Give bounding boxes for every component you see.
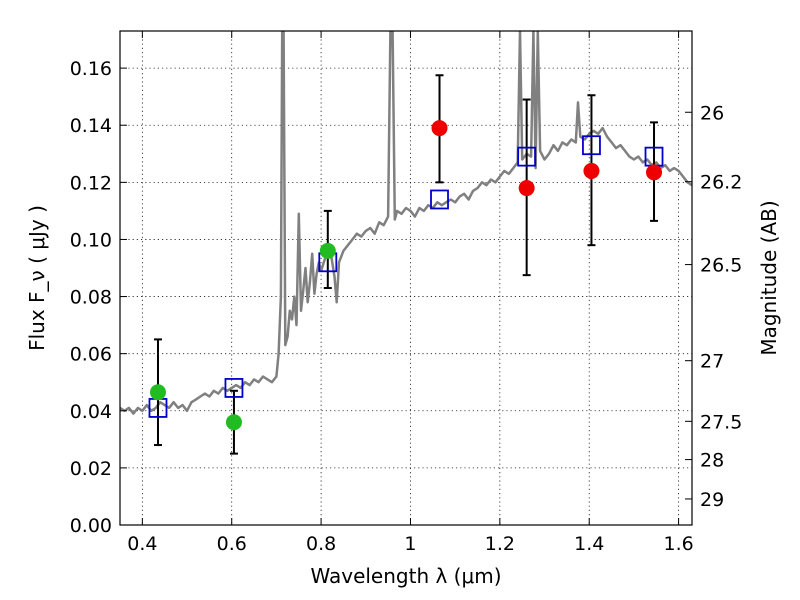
y-axis-title: Flux F_ν ( μJy ) <box>25 205 49 351</box>
mag-tick-label: 26.2 <box>700 172 742 194</box>
y-tick-label: 0.06 <box>70 344 112 366</box>
mag-tick-label: 27.5 <box>700 411 742 433</box>
y-tick-label: 0.02 <box>70 458 112 480</box>
model-square-point <box>224 378 244 398</box>
y-tick-label: 0.08 <box>70 287 112 309</box>
observed-point <box>319 242 336 259</box>
plot-frame <box>119 30 693 526</box>
x-tick-label: 1.4 <box>574 533 604 555</box>
mag-tick-label: 27 <box>700 351 724 373</box>
x-tick-label: 0.6 <box>217 533 247 555</box>
mag-tick-label: 26 <box>700 102 724 124</box>
mag-tick-label: 28 <box>700 450 724 472</box>
mag-tick-label: 26.5 <box>700 255 742 277</box>
y-tick-label: 0.14 <box>70 115 112 137</box>
model-square-point <box>430 189 449 210</box>
right-axis-title: Magnitude (AB) <box>757 200 781 355</box>
observed-point <box>431 120 448 137</box>
x-tick-label: 1.2 <box>485 533 515 555</box>
observed-point <box>518 180 535 197</box>
x-axis-title: Wavelength λ (μm) <box>310 564 501 588</box>
y-tick-label: 0.10 <box>70 229 112 251</box>
model-square-point <box>582 135 601 156</box>
y-tick-label: 0.04 <box>70 401 112 423</box>
x-tick-label: 0.8 <box>306 533 336 555</box>
observed-point <box>646 164 663 181</box>
mag-tick-label: 29 <box>700 489 724 511</box>
y-tick-label: 0.16 <box>70 58 112 80</box>
y-tick-label: 0.00 <box>70 515 112 537</box>
plot-background <box>120 31 692 525</box>
observed-point <box>225 414 242 431</box>
observed-point <box>149 384 166 401</box>
y-tick-label: 0.12 <box>70 172 112 194</box>
model-square-point <box>517 146 537 167</box>
x-tick-label: 1.6 <box>663 533 693 555</box>
x-tick-label: 0.4 <box>127 533 157 555</box>
observed-points-series <box>149 120 663 431</box>
observed-point <box>583 162 600 179</box>
axis-ticks: 0.4 0.6 0.8 1 1.2 1.4 1.6 0.00 0.02 0.04 0.06 0.08 0… <box>70 31 742 555</box>
x-tick-label: 1 <box>404 533 416 555</box>
